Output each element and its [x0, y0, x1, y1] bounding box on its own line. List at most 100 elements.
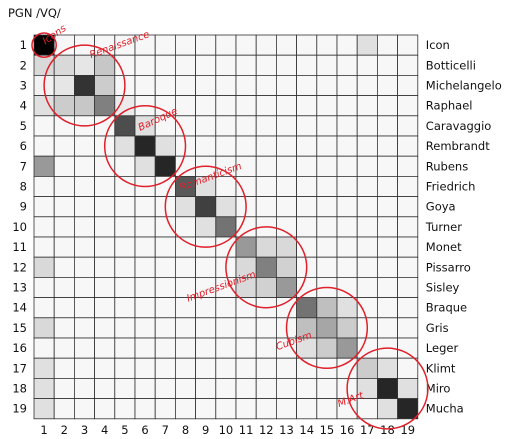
heatmap-cell [154, 357, 176, 379]
heatmap-cell [174, 317, 196, 339]
heatmap-cell [336, 54, 358, 76]
heatmap-cell [74, 155, 96, 177]
heatmap-cell [154, 377, 176, 399]
heatmap-cell [174, 155, 196, 177]
heatmap-cell [33, 377, 55, 399]
heatmap-cell [397, 337, 419, 359]
heatmap-cell [53, 337, 75, 359]
heatmap-cell [53, 115, 75, 137]
x-tick-label: 3 [81, 423, 88, 437]
row-name-label: Raphael [426, 99, 473, 113]
row-name-label: Rembrandt [426, 139, 490, 153]
heatmap-cell [114, 115, 136, 137]
cluster-circle [43, 44, 126, 127]
y-tick-label: 5 [20, 119, 27, 133]
heatmap-cell [235, 236, 257, 258]
heatmap-cell [397, 357, 419, 379]
heatmap-cell [195, 337, 217, 359]
heatmap-cell [53, 175, 75, 197]
heatmap-cell [195, 95, 217, 117]
heatmap-cell [74, 357, 96, 379]
heatmap-cell [235, 398, 257, 420]
heatmap-cell [114, 216, 136, 238]
y-tick-label: 1 [20, 38, 27, 52]
heatmap-cell [33, 337, 55, 359]
heatmap-cell [154, 216, 176, 238]
row-name-label: Monet [426, 240, 462, 254]
heatmap-cell [376, 377, 398, 399]
cluster-circle [31, 32, 57, 58]
heatmap-cell [356, 256, 378, 278]
heatmap-cell [195, 34, 217, 56]
heatmap-cell [336, 95, 358, 117]
heatmap-cell [397, 196, 419, 218]
heatmap-cell [134, 155, 156, 177]
heatmap-cell [114, 175, 136, 197]
row-name-label: Friedrich [426, 180, 476, 194]
heatmap-cell [33, 398, 55, 420]
heatmap-cell [296, 276, 318, 298]
heatmap-cell [33, 115, 55, 137]
heatmap-cell [336, 337, 358, 359]
y-tick-label: 14 [12, 301, 27, 315]
heatmap-cell [33, 236, 55, 258]
heatmap-cell [255, 276, 277, 298]
heatmap-cell [336, 256, 358, 278]
x-tick-label: 19 [400, 423, 415, 437]
heatmap-cell [296, 196, 318, 218]
heatmap-cell [255, 236, 277, 258]
heatmap-cell [174, 256, 196, 278]
heatmap-cell [33, 317, 55, 339]
heatmap-cell [94, 398, 116, 420]
heatmap-cell [94, 175, 116, 197]
heatmap-cell [195, 256, 217, 278]
row-name-label: Rubens [426, 159, 468, 173]
heatmap-cell [275, 95, 297, 117]
heatmap-cell [255, 317, 277, 339]
heatmap-cell [53, 297, 75, 319]
x-tick-labels: 1 2 3 4 5 6 7 8 9 10 11 12 13 14 15 16 17 18 19 [40, 423, 415, 437]
heatmap-cell [154, 34, 176, 56]
heatmap-cell [255, 95, 277, 117]
y-tick-label: 9 [20, 200, 27, 214]
heatmap-cell [275, 297, 297, 319]
heatmap-cell [114, 317, 136, 339]
heatmap-cell [255, 54, 277, 76]
heatmap-cell [114, 377, 136, 399]
heatmap-cell [94, 297, 116, 319]
heatmap-cell [376, 135, 398, 157]
heatmap-cell [356, 175, 378, 197]
row-name-label: Sisley [426, 281, 460, 295]
heatmap-cell [336, 75, 358, 97]
y-tick-label: 19 [12, 402, 27, 416]
heatmap-cell [316, 175, 338, 197]
heatmap-cell [235, 297, 257, 319]
heatmap-cell [316, 115, 338, 137]
cluster-circle [346, 347, 429, 430]
heatmap-cell [336, 297, 358, 319]
y-tick-label: 8 [20, 180, 27, 194]
heatmap-cell [94, 115, 116, 137]
y-tick-label: 4 [20, 99, 27, 113]
heatmap-cell [53, 75, 75, 97]
heatmap-cell [134, 398, 156, 420]
heatmap-cell [255, 337, 277, 359]
heatmap-cell [94, 216, 116, 238]
heatmap-cell [296, 216, 318, 238]
y-tick-label: 15 [12, 321, 27, 335]
heatmap-cell [356, 75, 378, 97]
heatmap-cell [356, 115, 378, 137]
heatmap-cell [33, 216, 55, 238]
heatmap-cell [316, 377, 338, 399]
heatmap-cell [74, 317, 96, 339]
heatmap-cell [94, 337, 116, 359]
x-tick-label: 4 [101, 423, 108, 437]
heatmap-cell [74, 337, 96, 359]
heatmap-cell [114, 155, 136, 177]
heatmap-cell [397, 398, 419, 420]
heatmap-cell [134, 317, 156, 339]
heatmap-cell [33, 95, 55, 117]
row-name-label: Icon [426, 38, 450, 52]
heatmap-cell [215, 337, 237, 359]
